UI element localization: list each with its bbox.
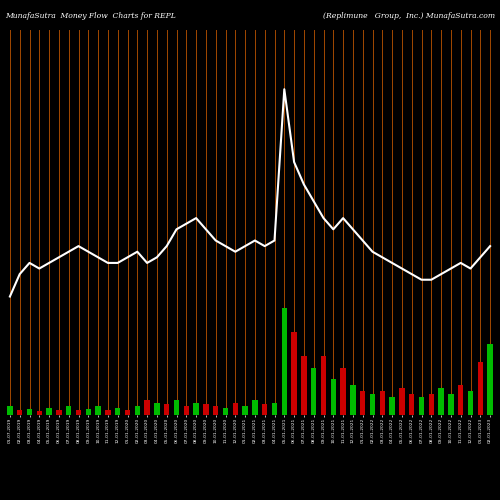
Bar	[27, 409, 32, 415]
Text: MunafaSutra  Money Flow  Charts for REPL: MunafaSutra Money Flow Charts for REPL	[5, 12, 176, 20]
Bar	[154, 403, 160, 415]
Bar	[428, 394, 434, 415]
Bar	[321, 356, 326, 415]
Bar	[399, 388, 404, 415]
Bar	[360, 392, 366, 415]
Bar	[340, 368, 346, 415]
Bar	[409, 394, 414, 415]
Bar	[105, 410, 110, 415]
Bar	[282, 308, 287, 415]
Bar	[66, 406, 71, 415]
Bar	[370, 394, 375, 415]
Bar	[232, 403, 238, 415]
Bar	[46, 408, 52, 415]
Bar	[311, 368, 316, 415]
Bar	[272, 403, 277, 415]
Bar	[301, 356, 306, 415]
Bar	[125, 410, 130, 415]
Bar	[194, 403, 199, 415]
Bar	[174, 400, 179, 415]
Bar	[56, 410, 62, 415]
Bar	[213, 406, 218, 415]
Bar	[242, 406, 248, 415]
Bar	[419, 397, 424, 415]
Bar	[292, 332, 297, 415]
Bar	[36, 412, 42, 415]
Bar	[252, 400, 258, 415]
Bar	[488, 344, 493, 415]
Bar	[448, 394, 454, 415]
Bar	[76, 410, 81, 415]
Bar	[380, 392, 385, 415]
Bar	[164, 404, 170, 415]
Bar	[7, 406, 12, 415]
Bar	[96, 406, 101, 415]
Bar	[468, 392, 473, 415]
Bar	[478, 362, 483, 415]
Bar	[134, 406, 140, 415]
Bar	[184, 406, 189, 415]
Bar	[144, 400, 150, 415]
Bar	[115, 408, 120, 415]
Bar	[390, 397, 395, 415]
Bar	[17, 410, 22, 415]
Bar	[223, 408, 228, 415]
Bar	[330, 380, 336, 415]
Text: (Replimune   Group,  Inc.) MunafaSutra.com: (Replimune Group, Inc.) MunafaSutra.com	[323, 12, 495, 20]
Bar	[458, 386, 464, 415]
Bar	[86, 409, 91, 415]
Bar	[350, 386, 356, 415]
Bar	[262, 404, 268, 415]
Bar	[203, 404, 208, 415]
Bar	[438, 388, 444, 415]
